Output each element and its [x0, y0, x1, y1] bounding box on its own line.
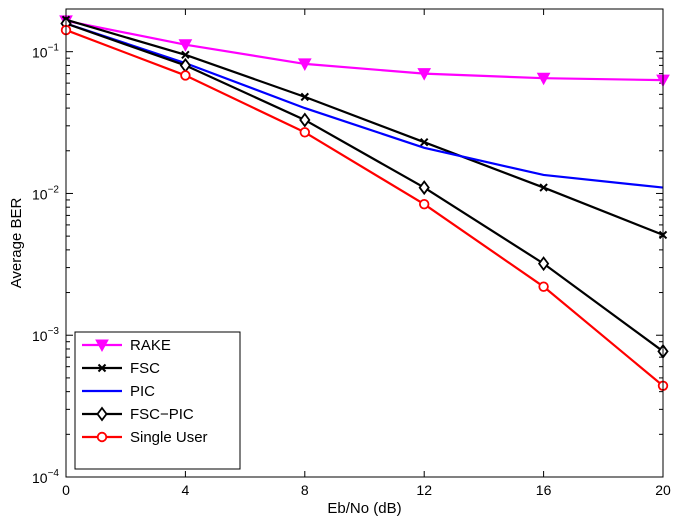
- legend-label: Single User: [130, 429, 208, 446]
- legend-label: FSC−PIC: [130, 406, 194, 423]
- series-line-pic: [65, 22, 664, 189]
- tick-labels: 0 4 8 12 16 20 10−1 10−2 10−3 10−4: [32, 43, 671, 498]
- data-point-single-user: [299, 127, 311, 138]
- y-tick-label: 10−4: [32, 468, 59, 486]
- data-point-fsc-pic: [537, 256, 550, 272]
- x-tick-label: 4: [182, 482, 190, 498]
- series-single-user: [60, 24, 669, 391]
- data-point-fsc: [181, 50, 190, 60]
- legend-item-fsc: FSC: [82, 360, 160, 377]
- legend-marker: [97, 363, 107, 373]
- marker-stroke: [97, 363, 107, 373]
- data-point-fsc-pic: [299, 112, 311, 128]
- series-line-fsc-pic: [65, 22, 664, 353]
- x-tick-label: 8: [301, 482, 309, 498]
- y-tick-label: 10−3: [32, 326, 59, 344]
- data-point-rake: [297, 58, 312, 71]
- series-pic: [65, 22, 664, 189]
- data-point-single-user: [538, 281, 549, 292]
- data-point-rake: [536, 72, 551, 86]
- plot-frame: [65, 8, 664, 478]
- marker-stroke: [539, 183, 548, 192]
- x-tick-label: 0: [62, 482, 70, 498]
- data-point-single-user: [419, 198, 430, 210]
- data-point-fsc: [539, 183, 548, 192]
- data-point-rake: [417, 68, 432, 81]
- series-line-rake: [65, 19, 664, 82]
- data-point-fsc-pic: [418, 180, 430, 196]
- data-point-single-user: [180, 70, 191, 81]
- legend-item-rake: RAKE: [82, 337, 171, 354]
- y-tick-label: 10−1: [32, 43, 59, 61]
- legend: RAKE FSC PIC FSC−PIC Single User: [74, 331, 241, 470]
- legend-marker: [96, 406, 108, 422]
- data-point-fsc: [419, 137, 429, 147]
- legend-item-single-user: Single User: [82, 429, 208, 446]
- legend-marker: [96, 431, 108, 443]
- legend-label: PIC: [130, 383, 155, 400]
- data-point-fsc: [300, 92, 310, 102]
- series-line-fsc: [65, 18, 664, 236]
- series-group: [59, 15, 670, 391]
- marker-stroke: [419, 137, 429, 147]
- series-line-single-user: [65, 29, 664, 387]
- marker-stroke: [300, 92, 310, 102]
- x-tick-label: 12: [416, 482, 432, 498]
- y-tick-label: 10−2: [32, 184, 59, 202]
- legend-box: [74, 331, 241, 470]
- marker-stroke: [181, 50, 190, 60]
- legend-label: FSC: [130, 360, 160, 377]
- x-tick-label: 20: [655, 482, 671, 498]
- x-axis-title: Eb/No (dB): [327, 500, 401, 517]
- legend-marker: [95, 339, 109, 353]
- legend-item-pic: PIC: [82, 383, 155, 400]
- legend-item-fsc-pic: FSC−PIC: [82, 406, 194, 423]
- y-axis-title: Average BER: [8, 198, 25, 289]
- data-point-rake: [178, 39, 193, 52]
- x-tick-label: 16: [536, 482, 552, 498]
- legend-label: RAKE: [130, 337, 171, 354]
